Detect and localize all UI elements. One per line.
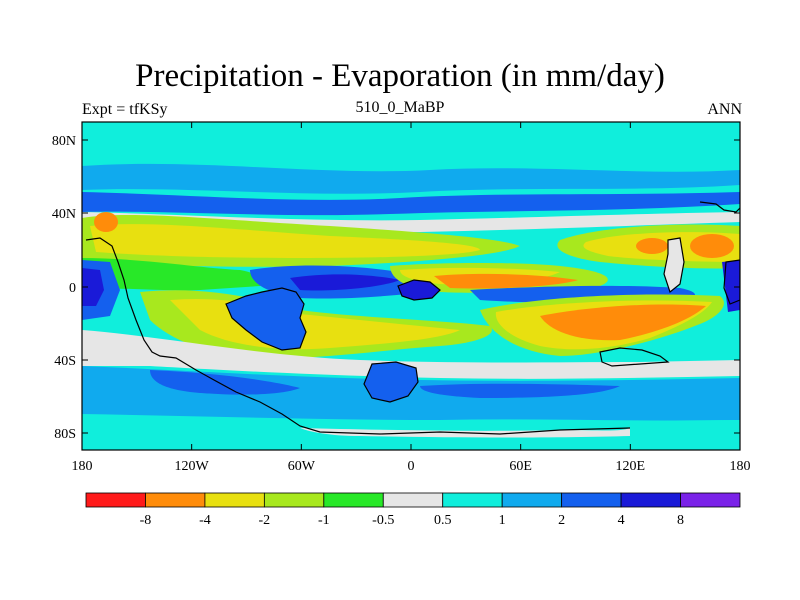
colorbar-label: -8 — [140, 513, 152, 528]
colorbar: -8 -4 -2 -1 -0.5 0.5 1 2 4 8 — [85, 492, 741, 528]
lon-label: 60W — [288, 459, 316, 474]
north-storm-band — [82, 163, 740, 194]
lat-label: 80S — [54, 427, 76, 442]
colorbar-label: -2 — [259, 513, 271, 528]
period-label: 510_0_MaBP — [355, 99, 445, 116]
colorbar-label: -1 — [318, 513, 330, 528]
colorbar-swatch — [620, 492, 681, 508]
colorbar-swatch — [382, 492, 444, 508]
contour-field — [82, 122, 740, 450]
north-pacific-dry-max-b — [690, 234, 734, 258]
colorbar-label: 8 — [677, 513, 684, 528]
colorbar-label: 1 — [499, 513, 506, 528]
south-neutral-band — [82, 330, 740, 379]
equatorial-east-dry-max — [434, 273, 578, 289]
south-storm-core-b — [420, 383, 620, 398]
colorbar-swatch — [442, 492, 503, 508]
lon-label: 120E — [616, 459, 646, 474]
colorbar-label: 0.5 — [434, 513, 452, 528]
lon-label: 180 — [730, 459, 751, 474]
equatorial-central-core — [290, 274, 400, 291]
south-block-outline — [363, 361, 419, 403]
colorbar-label: 2 — [558, 513, 565, 528]
experiment-label: Expt = tfKSy — [82, 101, 168, 118]
lat-label: 40N — [52, 207, 76, 222]
lat-label: 0 — [69, 281, 76, 296]
colorbar-swatch — [680, 492, 741, 508]
colorbar-swatch — [323, 492, 384, 508]
season-label: ANN — [707, 101, 742, 118]
lon-label: 120W — [175, 459, 210, 474]
plot-title: Precipitation - Evaporation (in mm/day) — [135, 58, 665, 94]
gondwana-coastline — [85, 237, 631, 435]
north-dry-maximum — [94, 212, 118, 232]
lon-label: 60E — [509, 459, 532, 474]
equatorial-dateline-wet — [722, 260, 740, 312]
lon-label: 0 — [408, 459, 415, 474]
equatorial-island-outline — [397, 279, 441, 301]
south-storm-core-a — [150, 370, 300, 395]
colorbar-swatch — [263, 492, 325, 508]
colorbar-swatch — [85, 492, 146, 508]
colorbar-label: 4 — [618, 513, 625, 528]
dateline-island-outline — [723, 259, 740, 305]
equatorial-green — [82, 258, 264, 291]
continent-interior-outline — [225, 287, 307, 351]
north-continent-edge — [699, 201, 740, 213]
colorbar-swatch — [145, 492, 206, 508]
north-wet-band — [82, 192, 740, 216]
colorbar-label: -4 — [199, 513, 211, 528]
south-pacific-dry-max — [540, 304, 706, 341]
lon-label: 180 — [72, 459, 93, 474]
north-atlantic-dry-inner — [90, 224, 480, 258]
map-axes: 80N 40N 0 40S 80S 180 120W 60W 0 60E 120E 180 — [52, 122, 751, 474]
north-pacific-dry-max-a — [636, 238, 668, 254]
lat-label: 40S — [54, 354, 76, 369]
colorbar-label: -0.5 — [372, 513, 394, 528]
lat-label: 80N — [52, 134, 76, 149]
colorbar-swatch — [204, 492, 265, 508]
east-continent-outline — [599, 347, 670, 367]
colorbar-swatch — [501, 492, 563, 508]
equatorial-west-core — [82, 268, 104, 306]
north-pacific-island-outline — [663, 237, 685, 294]
colorbar-swatch — [561, 492, 622, 508]
